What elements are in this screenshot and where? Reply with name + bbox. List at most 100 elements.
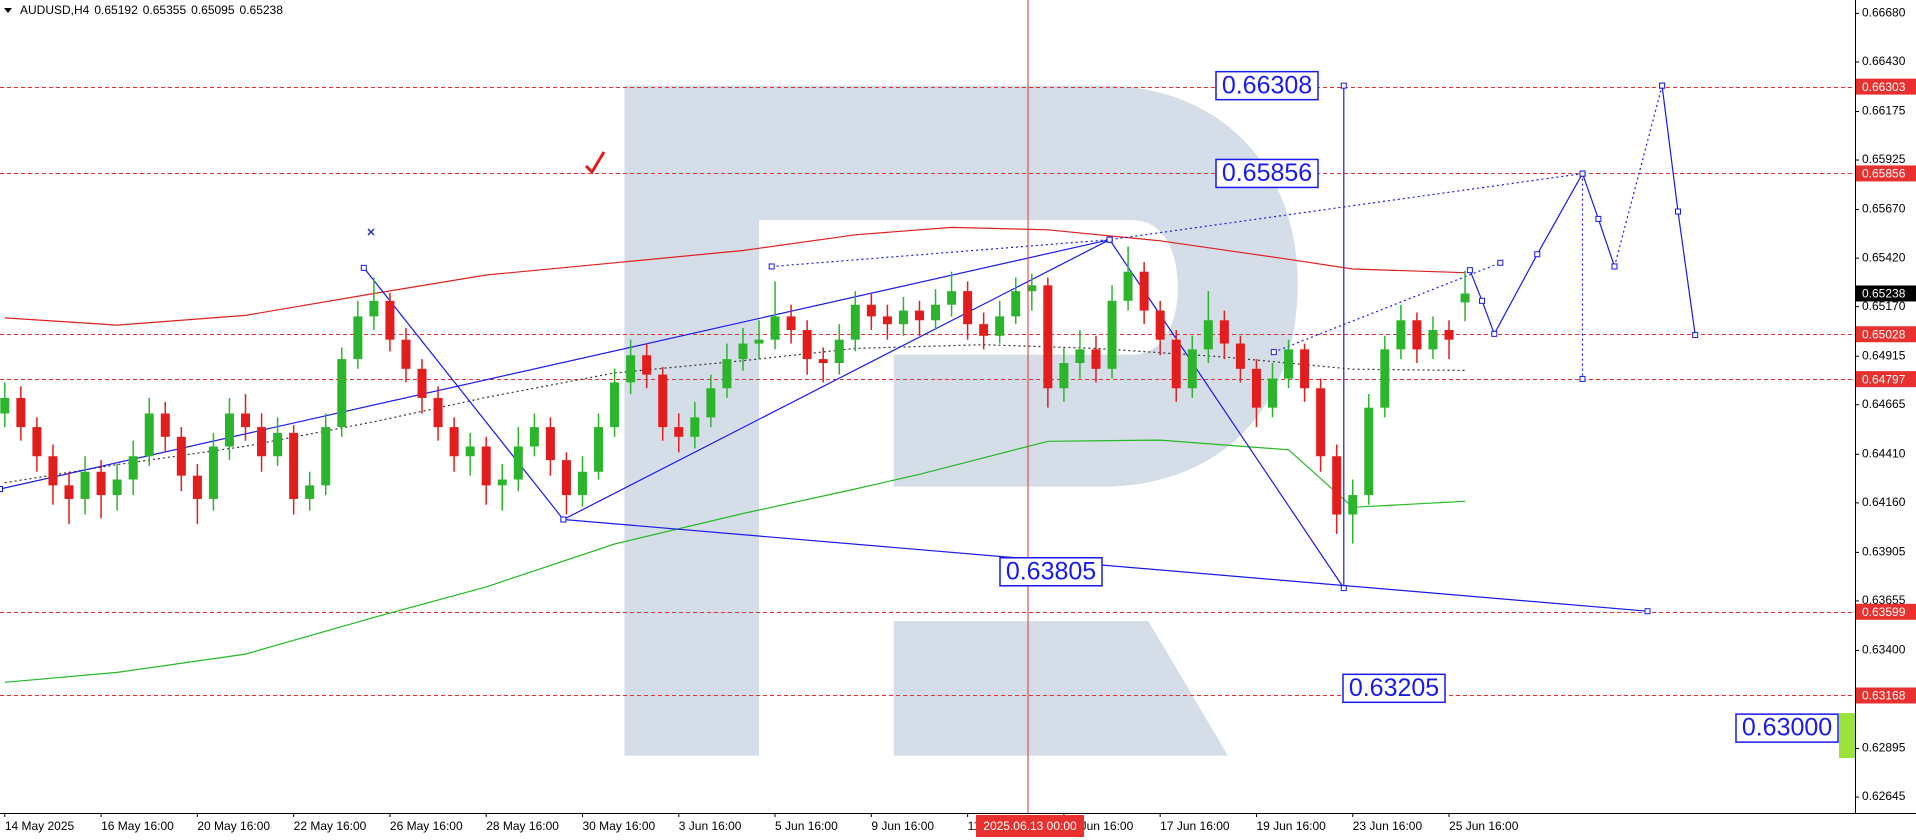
candle-body (1235, 343, 1245, 369)
candle-body (289, 432, 299, 499)
candle-body (449, 427, 459, 457)
moving-average (4, 226, 1466, 326)
y-tick-label: 0.66175 (1862, 104, 1906, 118)
candle-body (947, 291, 957, 305)
candle-body (0, 397, 10, 414)
candle-body (32, 427, 42, 457)
candle-body (529, 427, 539, 447)
y-tick-label: 0.62895 (1862, 741, 1906, 755)
candle-body (802, 329, 812, 360)
x-tick-label: 19 Jun 16:00 (1256, 819, 1326, 833)
wave-vertex (1466, 267, 1473, 274)
wave-vertex (1579, 375, 1586, 382)
annotation-label: 0.63805 (1006, 557, 1096, 585)
candle-body (658, 374, 668, 428)
candle-body (545, 427, 555, 461)
candle-body (1203, 320, 1213, 350)
candle-body (754, 339, 764, 344)
candle-body (208, 446, 218, 499)
candle-body (1187, 349, 1197, 389)
candle-body (1091, 349, 1101, 369)
annotation-label: 0.66308 (1222, 71, 1312, 99)
low: 0.65095 (191, 3, 235, 17)
candle-body (674, 427, 684, 437)
candle-body (1043, 285, 1053, 389)
candle-body (305, 485, 315, 499)
wave-vertex (1491, 330, 1498, 337)
symbol: AUDUSD,H4 (20, 3, 90, 17)
y-tick-label: 0.64915 (1862, 348, 1906, 362)
candle-body (722, 359, 732, 389)
annotation-label: 0.65856 (1222, 159, 1312, 187)
candle-body (1348, 495, 1358, 515)
wave-line (1469, 172, 1616, 336)
candle-body (706, 388, 716, 418)
annotation-box (1215, 158, 1319, 189)
level-tag (1856, 326, 1916, 343)
wave-vertex (1611, 263, 1618, 270)
y-tick-label: 0.65170 (1862, 299, 1906, 313)
candle-body (417, 368, 427, 398)
watermark (624, 85, 1298, 756)
wave-vertex (560, 516, 567, 523)
candle-body (385, 300, 395, 340)
candle-body (337, 359, 347, 428)
price-tag (1856, 285, 1916, 302)
candle-body (273, 432, 283, 457)
candle-body (1075, 349, 1085, 363)
level-tag (1856, 687, 1916, 704)
level-tag (1856, 165, 1916, 182)
x-tick-label: 23 Jun 16:00 (1353, 819, 1423, 833)
candle-body (610, 382, 620, 428)
candle-body (1380, 349, 1390, 408)
level-label: 0.63599 (1862, 605, 1906, 619)
candle-body (1284, 349, 1294, 379)
candle-body (1139, 271, 1149, 311)
annotation-box (1735, 713, 1839, 743)
cross-mark (367, 228, 375, 236)
wave-vertex (1595, 215, 1602, 222)
candle-body (96, 471, 106, 496)
candle-body (963, 291, 973, 325)
candle-body (642, 355, 652, 375)
annotation-box (1215, 70, 1319, 101)
cursor-label: 2025.06.13 00:00 (983, 819, 1077, 833)
level-label: 0.66303 (1862, 80, 1906, 94)
candle-body (738, 343, 748, 360)
candle-body (786, 316, 796, 330)
y-tick-label: 0.65420 (1862, 250, 1906, 264)
candle-body (497, 479, 507, 486)
candle-body (401, 339, 411, 369)
candle-body (577, 471, 587, 496)
level-tag (1856, 371, 1916, 388)
high: 0.65355 (142, 3, 187, 17)
x-tick-label: 5 Jun 16:00 (775, 819, 838, 833)
candle-body (1316, 388, 1326, 457)
open: 0.65192 (94, 3, 138, 17)
candle-body (224, 413, 234, 447)
y-tick-label: 0.65925 (1862, 152, 1906, 166)
candle-body (1011, 291, 1021, 317)
wave-vertex (1644, 608, 1651, 615)
x-tick-label: 16 May 16:00 (101, 819, 174, 833)
level-label: 0.65028 (1862, 327, 1906, 341)
candle-body (995, 316, 1005, 336)
wave-line (1613, 85, 1663, 267)
candle-body (112, 479, 122, 496)
candle-body (257, 427, 267, 457)
candle-body (882, 316, 892, 325)
candle-body (818, 359, 828, 363)
candle-body (48, 456, 58, 486)
level-label: 0.64797 (1862, 372, 1906, 386)
wave-vertex (1659, 82, 1666, 89)
level-label: 0.63168 (1862, 689, 1906, 703)
candle-body (64, 485, 74, 499)
y-tick-label: 0.62645 (1862, 789, 1906, 803)
watermark-leg (893, 621, 1228, 756)
candle-body (144, 413, 154, 457)
annotation-box (999, 557, 1103, 587)
candle-body (914, 310, 924, 321)
moving-average (4, 439, 1466, 683)
candle-body (1396, 320, 1406, 350)
